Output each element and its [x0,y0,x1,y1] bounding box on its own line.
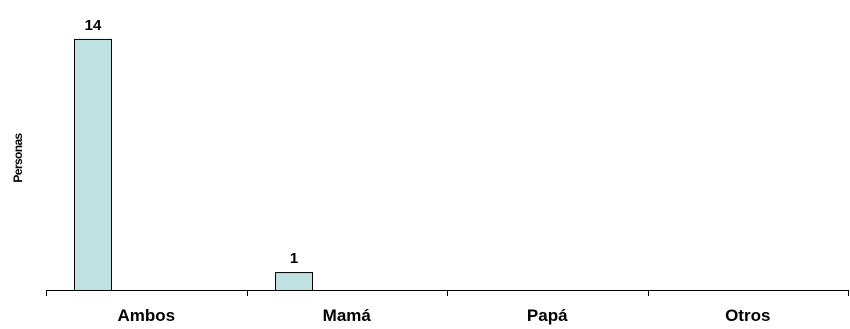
x-tick-label-0: Ambos [117,306,175,325]
x-axis [46,290,849,296]
y-axis-label: Personas [11,132,25,182]
bars-group [74,38,313,292]
x-tick-label-2: Papá [527,306,568,325]
bar-mamá [275,272,313,292]
data-label-mamá: 1 [290,250,298,267]
x-tick-label-3: Otros [725,306,770,325]
x-tick-label-1: Mamá [323,306,372,325]
data-label-ambos: 14 [85,17,102,34]
labels-group: 14 Ambos 1 Mamá Papá Otros [85,17,771,325]
bar-ambos [74,38,112,291]
